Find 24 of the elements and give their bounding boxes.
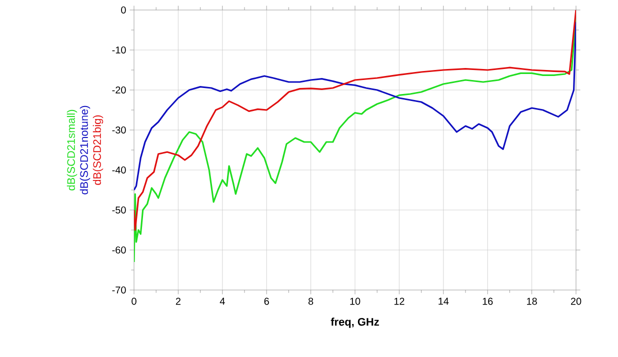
x-tick-label: 18 bbox=[527, 298, 537, 305]
text: dB(SCD21big) bbox=[92, 115, 104, 185]
x-tick-label: 12 bbox=[394, 298, 404, 305]
x-tick-label: 10 bbox=[350, 298, 360, 305]
x-tick-label: 0 bbox=[132, 298, 136, 305]
x-tick-label: 8 bbox=[308, 298, 314, 305]
y-tick-label: -20 bbox=[112, 86, 126, 94]
x-tick-label: 6 bbox=[264, 298, 269, 305]
text: dB(SCD21notune) bbox=[80, 106, 90, 194]
y-tick-label: -30 bbox=[112, 126, 126, 134]
text: dB(SCD21small) bbox=[66, 110, 78, 190]
y-tick-label: 0 bbox=[121, 6, 126, 14]
x-tick-label: 20 bbox=[570, 298, 582, 305]
line-series bbox=[134, 17, 576, 263]
x-tick-label: 4 bbox=[220, 298, 225, 305]
y-tick-label: -10 bbox=[112, 46, 126, 54]
y-tick-label: -40 bbox=[112, 166, 126, 174]
y-tick-label: -50 bbox=[112, 206, 126, 214]
y-tick-label: -60 bbox=[112, 246, 126, 254]
x-tick-label: 14 bbox=[438, 298, 449, 305]
x-tick-label: 16 bbox=[482, 298, 493, 305]
x-tick-label: 2 bbox=[176, 298, 180, 305]
x-axis-title: freq, GHz bbox=[330, 318, 379, 328]
y-tick-label: -70 bbox=[112, 286, 126, 294]
